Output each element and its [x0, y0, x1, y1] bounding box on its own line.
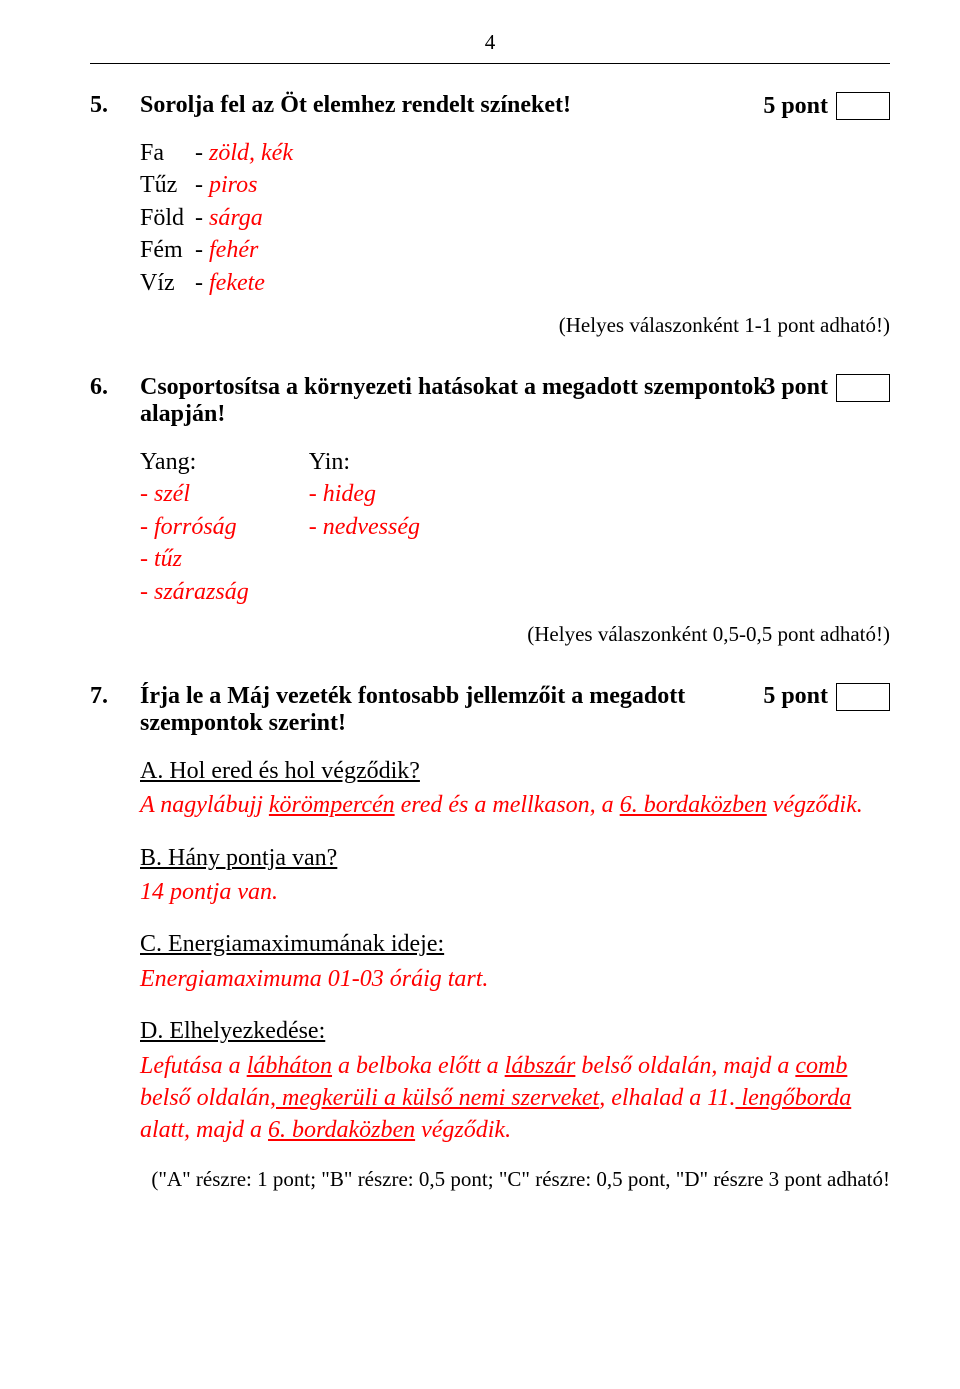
q6-points: 3 pont: [763, 374, 828, 401]
q5-item-3: Fém - fehér: [140, 234, 890, 266]
q6-yang-column: Yang: - szél - forróság - tűz - szárazsá…: [140, 446, 249, 608]
q5-item-0: Fa - zöld, kék: [140, 137, 890, 169]
question-5: 5. Sorolja fel az Öt elemhez rendelt szí…: [90, 92, 890, 338]
q7-note: ("A" részre: 1 pont; "B" részre: 0,5 pon…: [140, 1167, 890, 1192]
q5-note: (Helyes válaszonként 1-1 pont adható!): [140, 313, 890, 338]
q5-item-dash: -: [195, 169, 203, 201]
q5-item-value: fehér: [209, 234, 258, 266]
q6-yin-item: - hideg: [309, 478, 420, 510]
q5-item-dash: -: [195, 202, 203, 234]
q5-item-2: Föld - sárga: [140, 202, 890, 234]
q6-yin-item: - nedvesség: [309, 511, 420, 543]
q7-a-answer: A nagylábujj körömpercén ered és a mellk…: [140, 789, 890, 821]
q7-d-answer: Lefutása a lábháton a belboka előtt a lá…: [140, 1050, 890, 1147]
q6-yang-label: Yang:: [140, 446, 249, 478]
page-number: 4: [90, 30, 890, 55]
q5-item-value: piros: [209, 169, 257, 201]
q5-points: 5 pont: [763, 93, 828, 120]
q5-point-box: [836, 92, 890, 120]
q5-item-4: Víz - fekete: [140, 267, 890, 299]
question-6: 6. Csoportosítsa a környezeti hatásokat …: [90, 374, 890, 647]
q5-item-value: fekete: [209, 267, 265, 299]
q5-item-value: zöld, kék: [209, 137, 293, 169]
q5-number: 5.: [90, 92, 140, 119]
q7-b-answer: 14 pontja van.: [140, 876, 890, 908]
q7-number: 7.: [90, 683, 140, 710]
q7-sub-d: D. Elhelyezkedése: Lefutása a lábháton a…: [140, 1015, 890, 1147]
q7-a-title: A. Hol ered és hol végződik?: [140, 755, 890, 787]
q6-yin-column: Yin: - hideg - nedvesség: [309, 446, 420, 608]
q5-item-dash: -: [195, 234, 203, 266]
q6-yin-label: Yin:: [309, 446, 420, 478]
q7-point-box: [836, 683, 890, 711]
q6-yang-item: - szárazság: [140, 576, 249, 608]
q6-number: 6.: [90, 374, 140, 401]
q6-yang-item: - szél: [140, 478, 249, 510]
q6-yang-item: - tűz: [140, 543, 249, 575]
q7-points: 5 pont: [763, 683, 828, 710]
q7-sub-b: B. Hány pontja van? 14 pontja van.: [140, 842, 890, 909]
q6-yang-item: - forróság: [140, 511, 249, 543]
q7-sub-c: C. Energiamaximumának ideje: Energiamaxi…: [140, 928, 890, 995]
q6-note: (Helyes válaszonként 0,5-0,5 pont adható…: [140, 622, 890, 647]
horizontal-rule: [90, 63, 890, 64]
q7-c-title: C. Energiamaximumának ideje:: [140, 928, 890, 960]
q7-sub-a: A. Hol ered és hol végződik? A nagylábuj…: [140, 755, 890, 822]
q7-d-title: D. Elhelyezkedése:: [140, 1015, 890, 1047]
q5-item-label: Fém: [140, 234, 195, 266]
q5-item-label: Fa: [140, 137, 195, 169]
q6-point-box: [836, 374, 890, 402]
q5-item-dash: -: [195, 137, 203, 169]
q7-b-title: B. Hány pontja van?: [140, 842, 890, 874]
q5-item-value: sárga: [209, 202, 263, 234]
question-7: 7. Írja le a Máj vezeték fontosabb jelle…: [90, 683, 890, 1192]
q5-item-label: Föld: [140, 202, 195, 234]
q5-item-1: Tűz - piros: [140, 169, 890, 201]
q5-item-dash: -: [195, 267, 203, 299]
q5-item-label: Tűz: [140, 169, 195, 201]
q5-item-label: Víz: [140, 267, 195, 299]
q7-c-answer: Energiamaximuma 01-03 óráig tart.: [140, 963, 890, 995]
